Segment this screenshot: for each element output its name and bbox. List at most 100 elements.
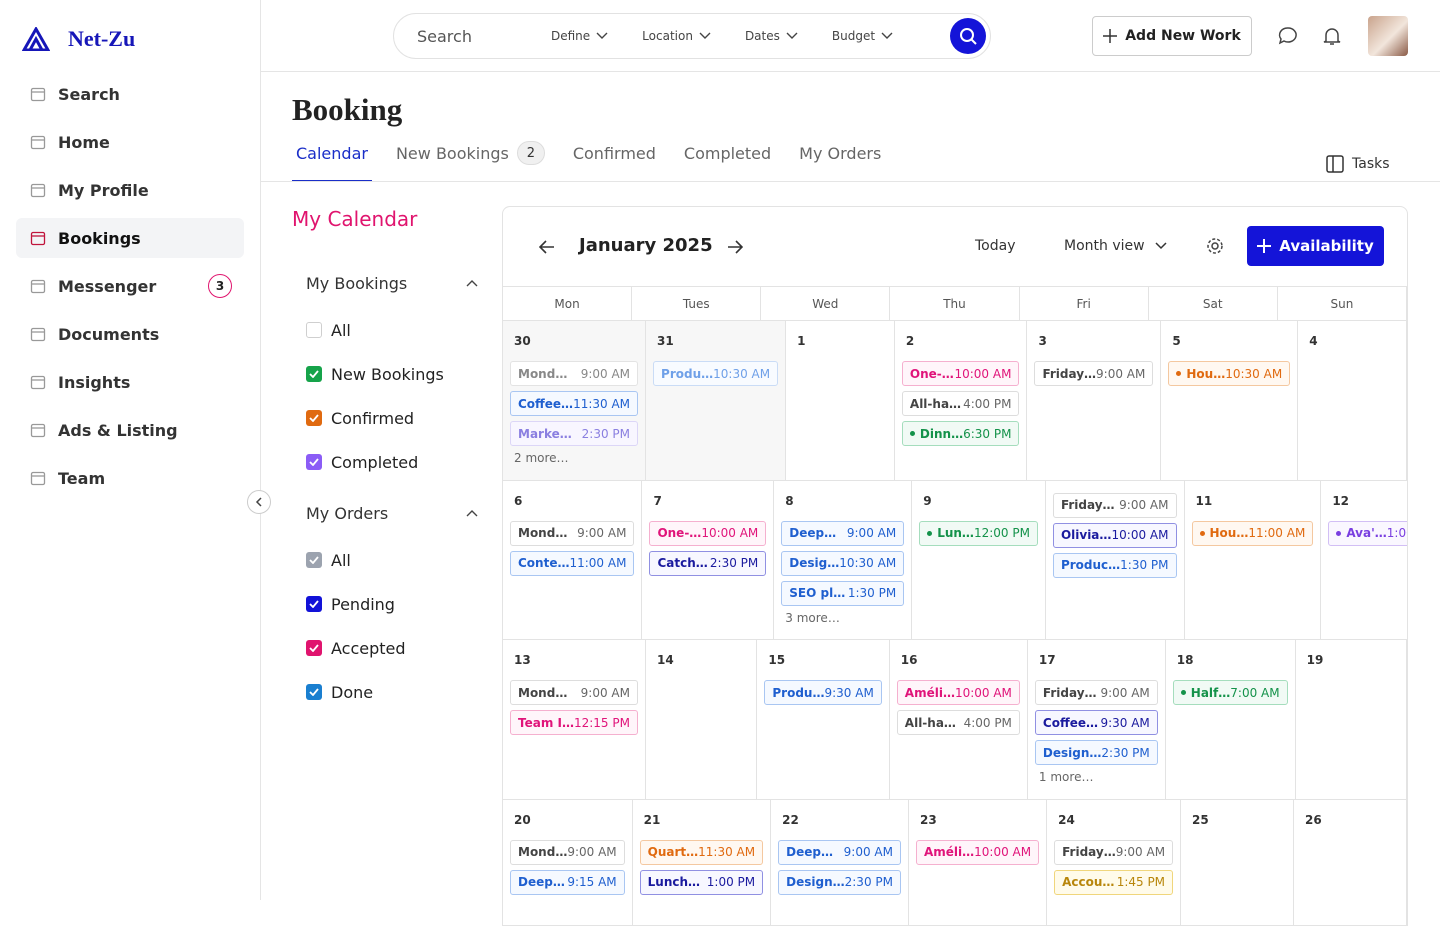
checkbox[interactable] bbox=[306, 596, 322, 612]
filter-item[interactable]: All bbox=[306, 548, 478, 572]
event[interactable]: Ava'…1:00 PM bbox=[1328, 521, 1408, 546]
event[interactable]: Produ…10:30 AM bbox=[653, 361, 778, 386]
event[interactable]: Friday…9:00 AM bbox=[1054, 840, 1173, 865]
event[interactable]: SEO pl…1:30 PM bbox=[781, 581, 904, 606]
filter-item[interactable]: Done bbox=[306, 680, 478, 704]
event[interactable]: Mond…9:00 AM bbox=[510, 840, 625, 865]
event[interactable]: Améli…10:00 AM bbox=[916, 840, 1039, 865]
chat-icon[interactable] bbox=[1278, 26, 1298, 46]
more-link[interactable]: 1 more… bbox=[1039, 770, 1158, 784]
event[interactable]: Olivia…10:00 AM bbox=[1053, 523, 1177, 548]
tab[interactable]: Completed bbox=[680, 144, 775, 182]
day-cell[interactable]: 1 bbox=[786, 321, 895, 480]
event[interactable]: Friday…9:00 AM bbox=[1035, 680, 1158, 705]
filter-dropdown[interactable]: Budget bbox=[832, 29, 893, 43]
event[interactable]: Lunch…1:00 PM bbox=[640, 870, 763, 895]
event[interactable]: Friday…9:00 AM bbox=[1034, 361, 1153, 386]
event[interactable]: Conte…11:00 AM bbox=[510, 551, 634, 576]
event[interactable]: Marke…2:30 PM bbox=[510, 421, 638, 446]
event[interactable]: Catch…2:30 PM bbox=[649, 551, 766, 576]
event[interactable]: Mond…9:00 AM bbox=[510, 680, 638, 705]
event[interactable]: Coffee…9:30 AM bbox=[1035, 710, 1158, 735]
nav-item[interactable]: Documents bbox=[16, 314, 244, 354]
checkbox[interactable] bbox=[306, 366, 322, 382]
nav-item[interactable]: My Profile bbox=[16, 170, 244, 210]
collapse-button[interactable] bbox=[247, 490, 271, 514]
checkbox[interactable] bbox=[306, 410, 322, 426]
event[interactable]: Team I…12:15 PM bbox=[510, 710, 638, 735]
add-work-button[interactable]: Add New Work bbox=[1092, 16, 1252, 56]
checkbox[interactable] bbox=[306, 552, 322, 568]
event[interactable]: Deep…9:00 AM bbox=[781, 521, 904, 546]
checkbox[interactable] bbox=[306, 322, 322, 338]
event[interactable]: Desig…10:30 AM bbox=[781, 551, 904, 576]
next-month[interactable] bbox=[727, 239, 743, 255]
search-button[interactable] bbox=[950, 18, 986, 54]
day-cell[interactable]: 14 bbox=[646, 640, 757, 799]
event[interactable]: One-…10:00 AM bbox=[902, 361, 1020, 386]
bell-icon[interactable] bbox=[1322, 26, 1342, 46]
filter-group-title[interactable]: My Bookings bbox=[306, 270, 478, 296]
availability-button[interactable]: Availability bbox=[1247, 226, 1384, 266]
checkbox[interactable] bbox=[306, 684, 322, 700]
nav-item[interactable]: Team bbox=[16, 458, 244, 498]
event[interactable]: Design…2:30 PM bbox=[1035, 740, 1158, 765]
nav-item[interactable]: Bookings bbox=[16, 218, 244, 258]
event[interactable]: Mond…9:00 AM bbox=[510, 521, 634, 546]
event[interactable]: Mond…9:00 AM bbox=[510, 361, 638, 386]
filter-dropdown[interactable]: Dates bbox=[745, 29, 798, 43]
event[interactable]: Design…2:30 PM bbox=[778, 870, 901, 895]
event[interactable]: One-…10:00 AM bbox=[649, 521, 766, 546]
event[interactable]: Produ…9:30 AM bbox=[764, 680, 881, 705]
day-cell[interactable]: 19 bbox=[1296, 640, 1407, 799]
event[interactable]: Deep…9:00 AM bbox=[778, 840, 901, 865]
day-cell[interactable]: 26 bbox=[1294, 800, 1407, 926]
nav-item[interactable]: Search bbox=[16, 74, 244, 114]
filter-item[interactable]: Confirmed bbox=[306, 406, 478, 430]
event[interactable]: Quart…11:30 AM bbox=[640, 840, 763, 865]
event[interactable]: Lun…12:00 PM bbox=[919, 521, 1038, 546]
nav-item[interactable]: Insights bbox=[16, 362, 244, 402]
event[interactable]: Produc…1:30 PM bbox=[1053, 553, 1177, 578]
view-select[interactable]: Month view bbox=[1064, 238, 1167, 254]
checkbox[interactable] bbox=[306, 454, 322, 470]
tab[interactable]: Calendar bbox=[292, 144, 372, 182]
day-cell[interactable]: 25 bbox=[1181, 800, 1294, 926]
filter-item[interactable]: All bbox=[306, 318, 478, 342]
more-link[interactable]: 3 more… bbox=[785, 611, 904, 625]
filter-dropdown[interactable]: Location bbox=[642, 29, 711, 43]
filter-dropdown[interactable]: Define bbox=[551, 29, 608, 43]
event[interactable]: All-ha…4:00 PM bbox=[902, 391, 1020, 416]
filter-item[interactable]: Pending bbox=[306, 592, 478, 616]
event[interactable]: Améli…10:00 AM bbox=[897, 680, 1020, 705]
event[interactable]: Deep…9:15 AM bbox=[510, 870, 625, 895]
event[interactable]: Friday…9:00 AM bbox=[1053, 493, 1177, 518]
event[interactable]: All-ha…4:00 PM bbox=[897, 710, 1020, 735]
settings-icon[interactable] bbox=[1206, 237, 1224, 255]
filter-item[interactable]: Accepted bbox=[306, 636, 478, 660]
event[interactable]: Hou…10:30 AM bbox=[1168, 361, 1290, 386]
event[interactable]: Coffee…11:30 AM bbox=[510, 391, 638, 416]
prev-month[interactable] bbox=[539, 239, 555, 255]
day-cell[interactable]: 4 bbox=[1298, 321, 1407, 480]
